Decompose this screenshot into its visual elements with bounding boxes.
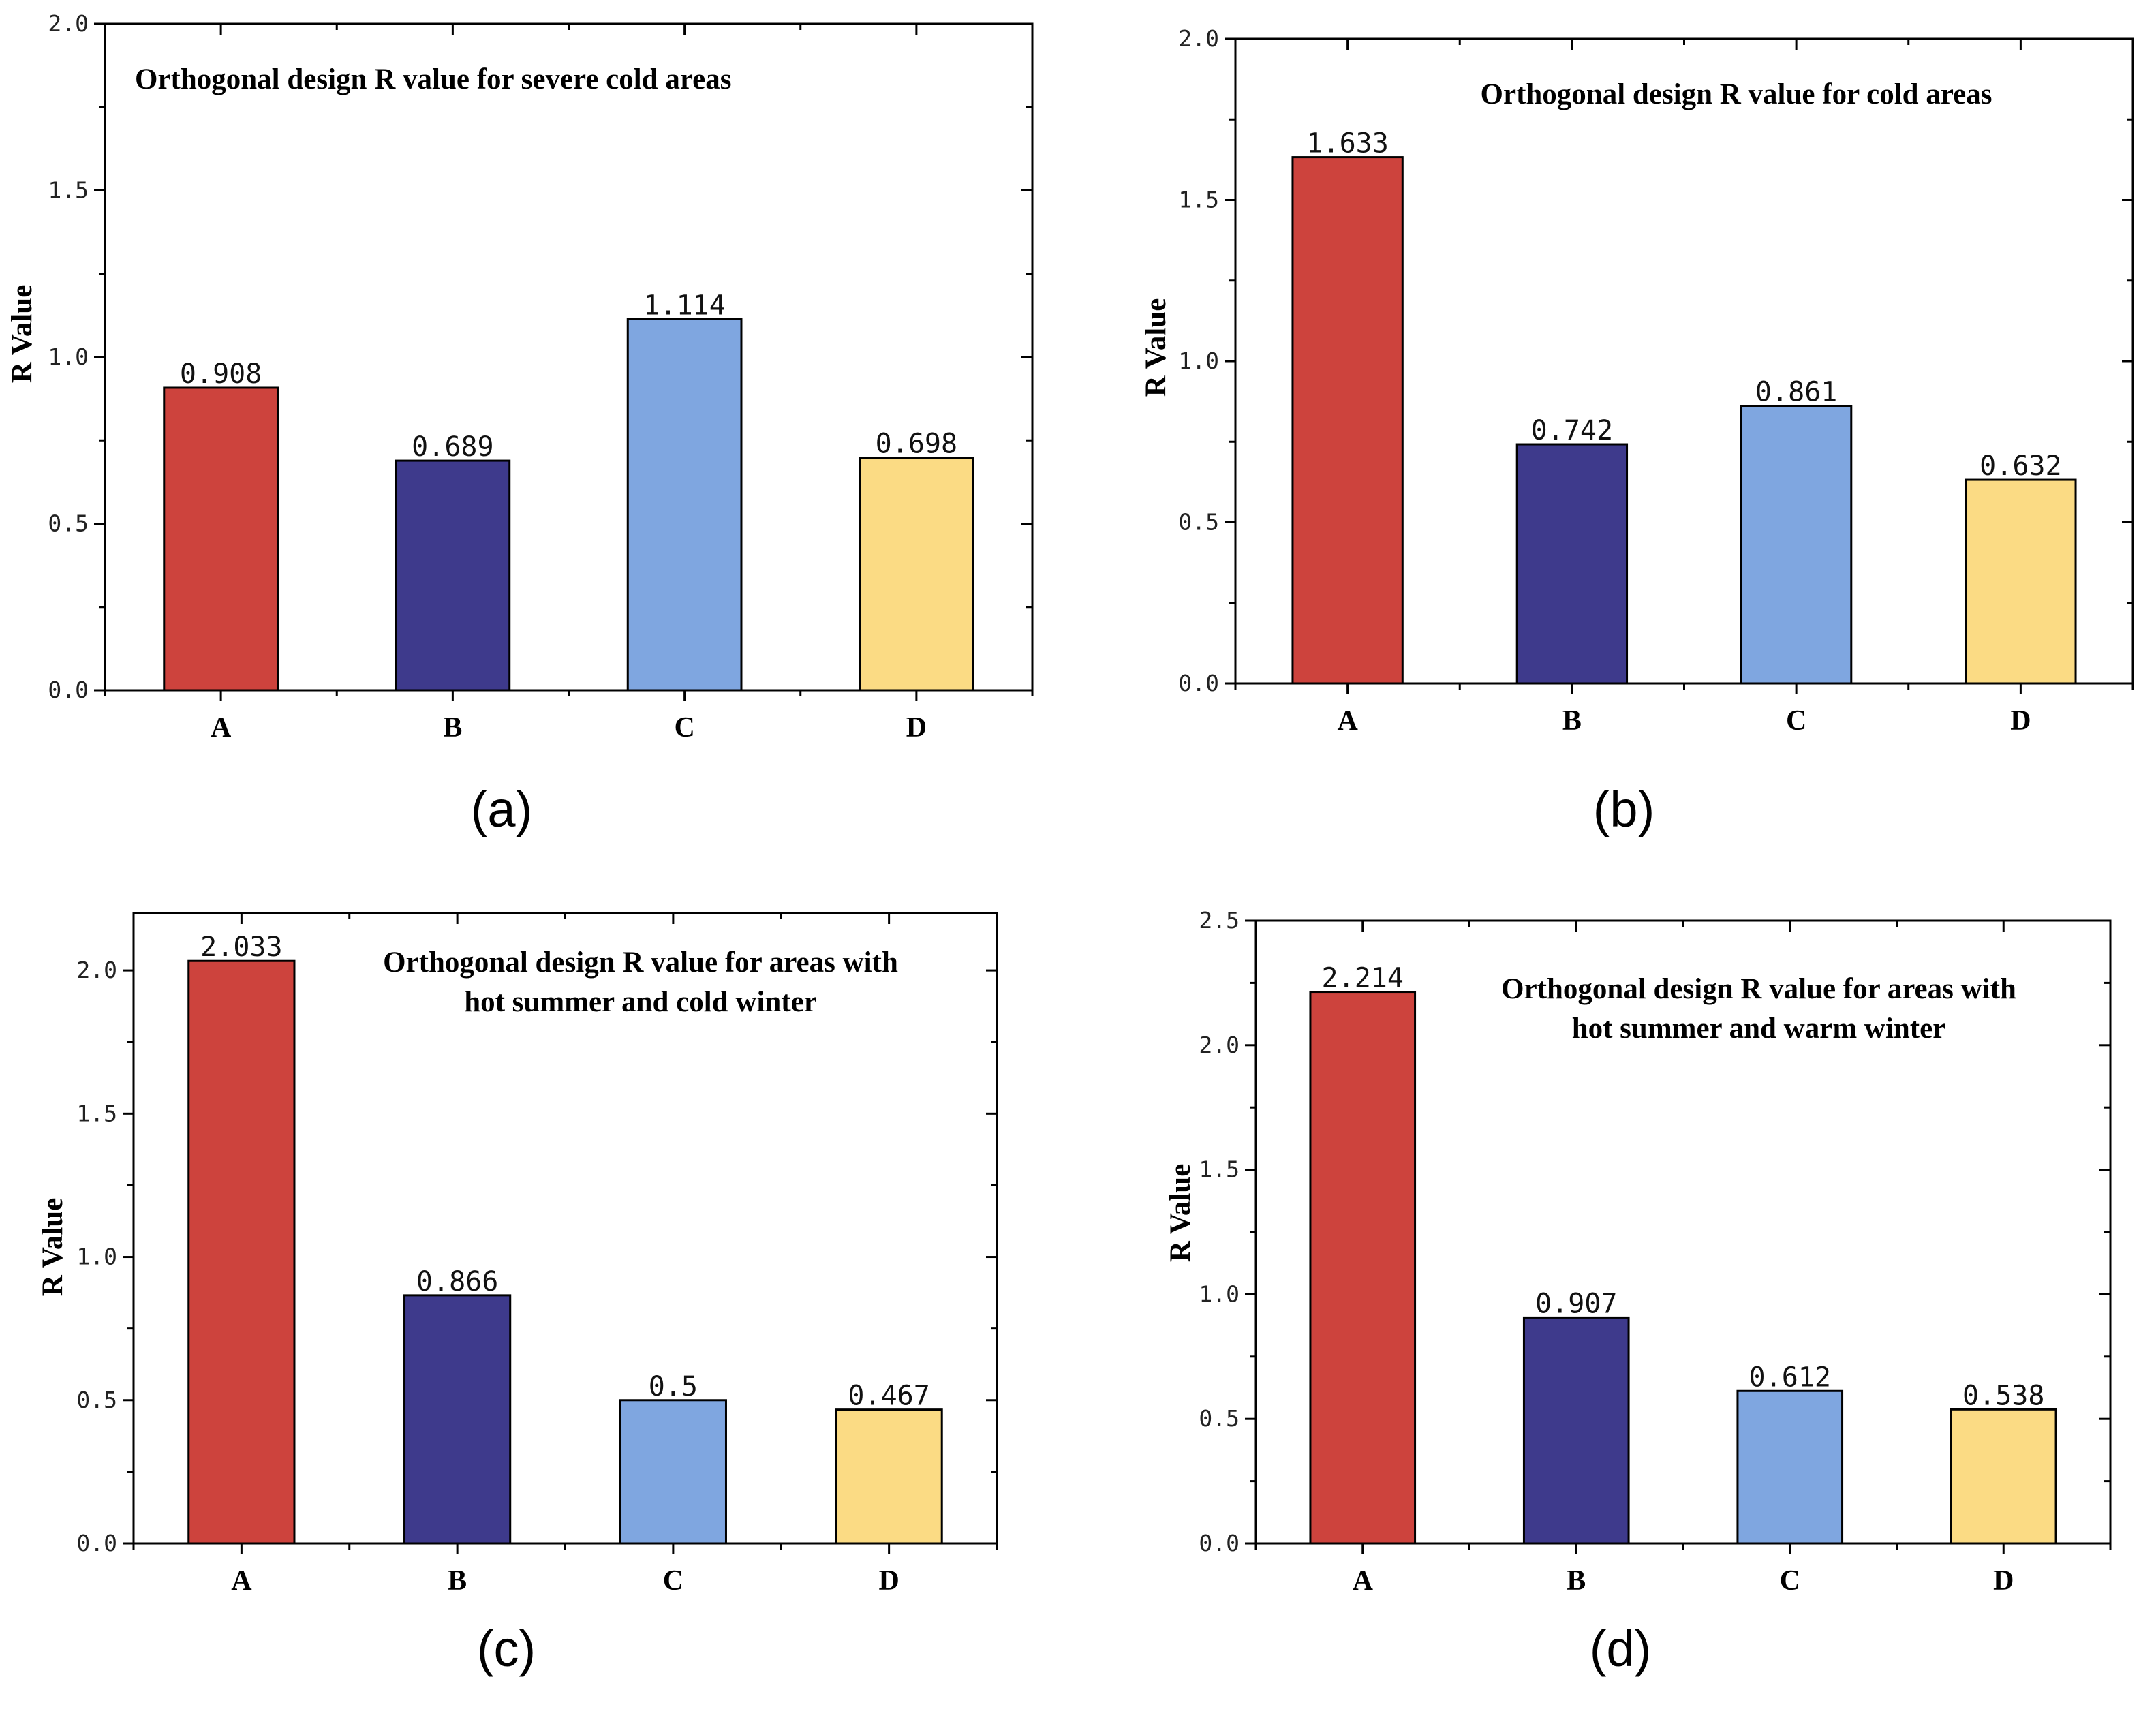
y-tick-label: 1.0 [48,343,89,370]
y-tick-label: 0.0 [76,1530,117,1556]
x-tick-label: D [878,1565,899,1597]
x-tick-label: B [1567,1565,1586,1597]
panel-label: (b) [1593,781,1654,837]
y-tick-label: 0.0 [1199,1530,1239,1556]
bar-b [1522,1316,1630,1545]
data-label-a: 2.214 [1322,963,1404,994]
panel-label: (d) [1590,1620,1651,1677]
y-tick-label: 1.5 [1199,1156,1239,1183]
x-tick-label: B [448,1565,467,1597]
chart-title: hot summer and warm winter [1572,1013,1946,1045]
data-label-c: 0.5 [649,1371,698,1402]
bar-d [859,457,974,692]
chart-title: hot summer and cold winter [464,986,817,1018]
chart-title: Orthogonal design R value for severe col… [135,63,731,95]
x-tick-label: B [1562,705,1582,737]
x-tick-label: C [1780,1565,1800,1597]
data-label-c: 0.612 [1749,1361,1831,1393]
data-label-d: 0.698 [876,429,957,460]
bar-b [1515,443,1629,685]
x-tick-label: D [1993,1565,2014,1597]
chart-panel-b: 1.633 A 0.742 B 0.861 C 0.632 D 0.0 0.5 1.0 1.5 2.0 R… [1140,25,2134,837]
y-axis-label: R Value [1165,1164,1197,1263]
data-label-a: 2.033 [200,932,282,963]
chart-panel-c: 2.033 A 0.866 B 0.5 C 0.467 D 0.0 0.5 1.0 1.5 2.0 R V… [37,912,998,1677]
bar-b [403,1294,512,1545]
x-tick-label: A [231,1565,252,1597]
y-tick-label: 0.0 [1178,670,1219,696]
bar-c [1736,1389,1844,1545]
bar-b [395,459,511,692]
x-tick-label: D [2010,705,2031,737]
y-tick-label: 2.0 [76,957,117,983]
chart-title: Orthogonal design R value for areas with [383,946,898,979]
y-tick-label: 1.5 [48,177,89,204]
data-label-d: 0.538 [1962,1380,2044,1411]
chart-panel-a: 0.908 A 0.689 B 1.114 C 0.698 D 0.0 0.5 1.0 1.5 2.0 R… [6,10,1034,837]
x-tick-label: A [1353,1565,1374,1597]
y-tick-label: 2.0 [1199,1032,1239,1058]
x-tick-label: A [211,712,232,743]
x-tick-label: A [1337,705,1358,737]
y-tick-label: 1.5 [1178,187,1219,213]
data-label-b: 0.907 [1535,1288,1617,1319]
y-tick-label: 0.5 [76,1387,117,1413]
data-label-a: 0.908 [180,358,262,390]
bar-a [1309,991,1417,1545]
panel-label: (a) [471,781,532,837]
y-tick-label: 2.0 [48,10,89,37]
x-tick-label: B [443,712,462,743]
y-tick-label: 0.5 [48,510,89,537]
y-tick-label: 1.0 [1199,1280,1239,1307]
bar-d [1950,1408,2057,1545]
data-label-b: 0.866 [416,1266,498,1297]
chart-panel-d: 2.214 A 0.907 B 0.612 C 0.538 D 0.0 0.5 1.0 1.5 2.0 2… [1165,907,2112,1677]
data-label-c: 0.861 [1755,377,1837,408]
panel-label: (c) [477,1620,536,1677]
y-tick-label: 2.0 [1178,25,1219,52]
bar-a [187,959,296,1545]
bar-c [626,318,743,692]
chart-title: Orthogonal design R value for cold areas [1481,78,1992,110]
bar-d [1965,478,2077,685]
data-label-c: 1.114 [643,290,725,321]
data-label-a: 1.633 [1306,128,1388,159]
y-tick-label: 1.5 [76,1100,117,1126]
y-tick-label: 0.5 [1178,509,1219,536]
data-label-d: 0.632 [1980,450,2061,482]
bar-d [835,1408,943,1545]
bar-c [619,1399,727,1545]
bar-a [1291,156,1404,685]
data-label-b: 0.689 [412,431,493,463]
y-tick-label: 2.5 [1199,907,1239,934]
x-tick-label: C [674,712,694,743]
x-tick-label: D [906,712,927,743]
y-tick-label: 1.0 [1178,348,1219,374]
x-tick-label: C [663,1565,683,1597]
data-label-b: 0.742 [1531,415,1613,446]
x-tick-label: C [1786,705,1806,737]
y-axis-label: R Value [6,285,38,384]
y-axis-label: R Value [37,1198,69,1297]
chart-title: Orthogonal design R value for areas with [1501,973,2016,1005]
y-tick-label: 0.0 [48,677,89,703]
data-label-d: 0.467 [848,1381,929,1412]
bar-c [1740,405,1853,685]
y-axis-label: R Value [1140,298,1172,397]
bar-a [163,386,279,692]
y-tick-label: 1.0 [76,1244,117,1270]
y-tick-label: 0.5 [1199,1405,1239,1432]
